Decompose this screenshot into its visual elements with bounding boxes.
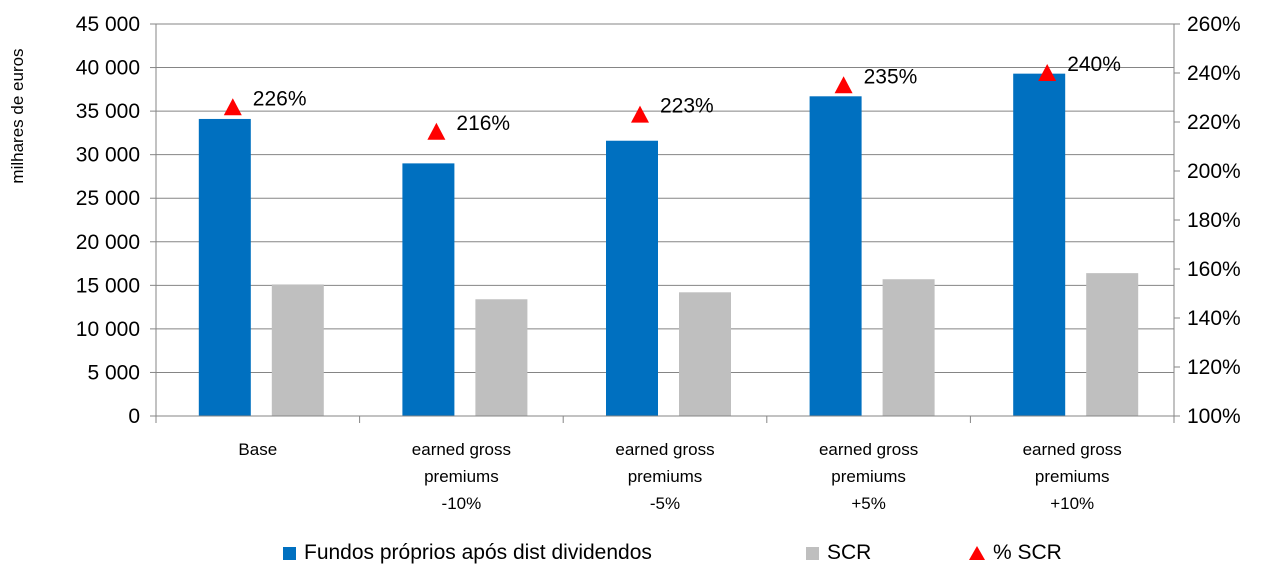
y2-tick-label: 140% bbox=[1187, 307, 1241, 330]
scr-bar bbox=[882, 279, 935, 416]
y2-tick-label: 240% bbox=[1187, 62, 1241, 85]
x-tick-label-line: Base bbox=[238, 440, 277, 459]
y-tick-label: 25 000 bbox=[76, 187, 140, 210]
x-tick-label: earned gross premiums -10% bbox=[412, 440, 511, 513]
legend-triangle-icon bbox=[969, 546, 985, 560]
y-tick-label: 15 000 bbox=[76, 274, 140, 297]
axes bbox=[150, 23, 1180, 423]
x-tick-label-line: premiums bbox=[1035, 467, 1110, 486]
x-tick-label: earned gross premiums -5% bbox=[615, 440, 714, 513]
pct-scr-marker bbox=[1038, 64, 1057, 81]
x-tick-label: Base bbox=[238, 440, 277, 459]
pct-scr-label: 223% bbox=[660, 95, 714, 118]
legend-swatch-fundos bbox=[283, 546, 296, 560]
scr-bar bbox=[1086, 273, 1139, 416]
x-tick-label-line: premiums bbox=[831, 467, 906, 486]
pct-scr-marker bbox=[223, 98, 242, 116]
x-tick-label-line: earned gross bbox=[412, 440, 511, 459]
pct-scr-label: 216% bbox=[456, 112, 510, 135]
y2-tick-label: 220% bbox=[1187, 111, 1241, 134]
fundos-bar bbox=[402, 163, 455, 416]
pct-scr-label: 240% bbox=[1067, 53, 1121, 76]
fundos-bar bbox=[198, 118, 251, 416]
x-tick-label-line: -5% bbox=[650, 494, 680, 513]
x-tick-label-line: -10% bbox=[442, 494, 482, 513]
y-tick-label: 30 000 bbox=[76, 144, 140, 167]
x-tick-label-line: premiums bbox=[424, 467, 499, 486]
gridlines bbox=[156, 23, 1174, 373]
legend-item-fundos: Fundos próprios após dist dividendos bbox=[283, 541, 652, 565]
legend-label-pct-scr: % SCR bbox=[993, 541, 1062, 564]
x-tick-label-line: +10% bbox=[1050, 494, 1094, 513]
scr-bar bbox=[679, 292, 731, 416]
y-tick-label: 10 000 bbox=[76, 318, 140, 341]
x-tick-label: earned gross premiums +5% bbox=[819, 440, 918, 513]
pct-scr-marker bbox=[631, 105, 649, 123]
x-tick-label-line: earned gross bbox=[1023, 440, 1122, 459]
y-tick-label: 20 000 bbox=[76, 231, 140, 254]
x-tick-label-line: earned gross bbox=[819, 440, 918, 459]
y2-tick-label: 180% bbox=[1187, 209, 1241, 232]
bars bbox=[198, 73, 1139, 417]
scr-bar bbox=[271, 284, 324, 416]
fundos-bar bbox=[1013, 73, 1066, 417]
legend-item-pct-scr: % SCR bbox=[969, 541, 1062, 565]
y2-tick-label: 260% bbox=[1187, 13, 1241, 36]
y2-tick-label: 100% bbox=[1187, 405, 1241, 428]
x-tick-label-line: +5% bbox=[851, 494, 886, 513]
x-tick-label-line: premiums bbox=[628, 467, 703, 486]
y-tick-label: 5 000 bbox=[87, 361, 140, 384]
x-tick-label-line: earned gross bbox=[615, 440, 714, 459]
legend: Fundos próprios após dist dividendos SCR… bbox=[0, 541, 1272, 575]
y-tick-label: 45 000 bbox=[76, 13, 140, 36]
pct-scr-label: 226% bbox=[253, 87, 307, 110]
pct-scr-marker bbox=[427, 122, 446, 140]
fundos-bar bbox=[809, 96, 862, 417]
y2-tick-label: 120% bbox=[1187, 356, 1241, 379]
fundos-bar bbox=[606, 140, 658, 416]
pct-scr-marker bbox=[834, 76, 853, 94]
legend-swatch-scr bbox=[806, 546, 819, 560]
tick-labels: 0 5 000 10 000 15 000 20 000 25 000 30 000 35 0… bbox=[76, 13, 1241, 513]
pct-markers: 226% 216% 223% 235% 240% bbox=[223, 53, 1121, 140]
legend-item-scr: SCR bbox=[806, 541, 871, 565]
y2-tick-label: 200% bbox=[1187, 160, 1241, 183]
y-tick-label: 35 000 bbox=[76, 100, 140, 123]
y-tick-label: 40 000 bbox=[76, 57, 140, 80]
legend-label-fundos: Fundos próprios após dist dividendos bbox=[304, 541, 652, 564]
y-axis-label: milhares de euros bbox=[8, 48, 27, 183]
legend-label-scr: SCR bbox=[827, 541, 872, 564]
y2-tick-label: 160% bbox=[1187, 258, 1241, 281]
x-tick-label: earned gross premiums +10% bbox=[1023, 440, 1122, 513]
scr-bar bbox=[475, 299, 528, 416]
y-tick-label: 0 bbox=[128, 405, 140, 428]
pct-scr-label: 235% bbox=[864, 65, 918, 88]
chart: 0 5 000 10 000 15 000 20 000 25 000 30 000 35 0… bbox=[8, 13, 1241, 513]
